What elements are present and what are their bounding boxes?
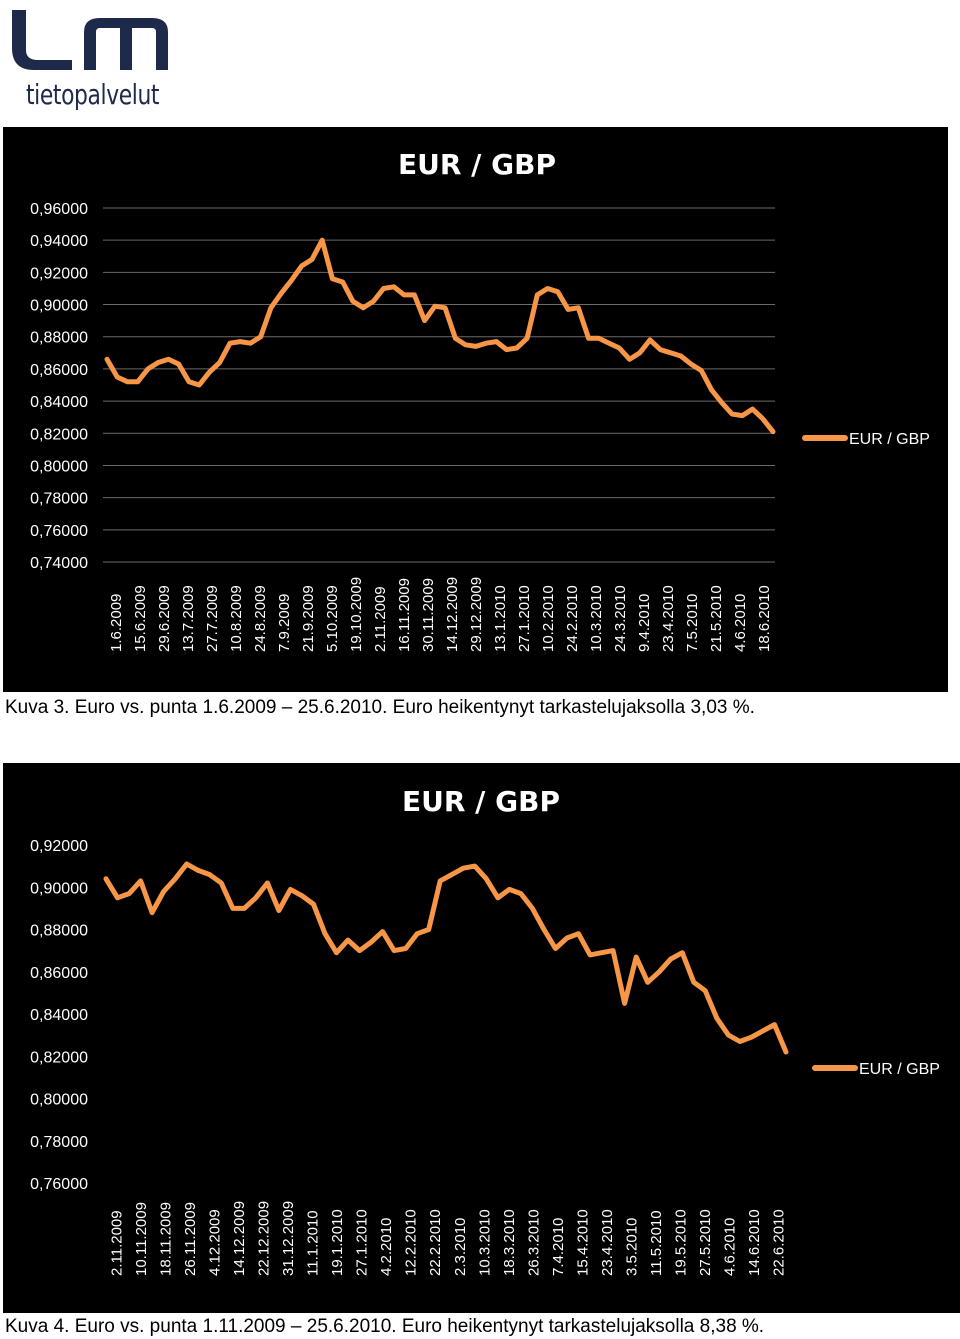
chart-2-y-tick-label: 0,80000 bbox=[30, 1092, 88, 1109]
chart-2-x-tick-label: 31.12.2009 bbox=[280, 1201, 297, 1276]
chart-1-x-tick-label: 24.8.2009 bbox=[252, 585, 269, 652]
eur-gbp-chart-1: EUR / GBP 0,96000 0,94000 0,92000 0,90000 0,8… bbox=[3, 127, 948, 692]
chart-1-x-tick-label: 9.4.2010 bbox=[636, 594, 653, 652]
chart-2-x-tick-label: 4.6.2010 bbox=[722, 1218, 739, 1276]
chart-2-series-line bbox=[103, 861, 789, 1055]
chart-2-caption: Kuva 4. Euro vs. punta 1.11.2009 – 25.6.… bbox=[5, 1316, 765, 1337]
chart-2-x-tick-label: 19.5.2010 bbox=[673, 1209, 690, 1276]
chart-1-x-tick-label: 27.7.2009 bbox=[204, 585, 221, 652]
chart-1-x-tick-label: 18.6.2010 bbox=[756, 585, 773, 652]
chart-1-x-tick-label: 21.9.2009 bbox=[300, 585, 317, 652]
chart-1-x-tick-label: 2.11.2009 bbox=[372, 586, 389, 652]
chart-1-x-tick-label: 30.11.2009 bbox=[420, 578, 437, 652]
chart-1-x-tick-label: 16.11.2009 bbox=[396, 578, 413, 652]
chart-2-y-tick-label: 0,90000 bbox=[30, 880, 88, 897]
chart-1-x-tick-label: 1.6.2009 bbox=[108, 594, 125, 652]
chart-1-x-tick-label: 10.2.2010 bbox=[540, 585, 557, 652]
chart-2-y-tick-label: 0,84000 bbox=[30, 1007, 88, 1024]
chart-2-y-tick-label: 0,88000 bbox=[30, 923, 88, 940]
chart-1-x-tick-label: 7.9.2009 bbox=[276, 594, 293, 652]
chart-1-y-tick-label: 0,90000 bbox=[30, 298, 88, 315]
chart-2-x-tick-label: 7.4.2010 bbox=[550, 1218, 567, 1276]
chart-1-x-tick-label: 7.5.2010 bbox=[684, 594, 701, 652]
chart-1-y-tick-label: 0,88000 bbox=[30, 330, 88, 347]
chart-2-y-tick-label: 0,86000 bbox=[30, 965, 88, 982]
chart-2-x-tick-label: 18.11.2009 bbox=[157, 1202, 174, 1276]
chart-1-x-tick-label: 5.10.2009 bbox=[324, 585, 341, 652]
chart-2-x-tick-label: 27.5.2010 bbox=[697, 1209, 714, 1276]
chart-2-x-tick-label: 2.11.2009 bbox=[108, 1210, 125, 1276]
chart-2-x-tick-label: 26.11.2009 bbox=[182, 1202, 199, 1276]
chart-2-x-tick-label: 15.4.2010 bbox=[574, 1209, 591, 1276]
chart-1-y-tick-label: 0,96000 bbox=[30, 201, 88, 218]
chart-2-x-tick-label: 22.6.2010 bbox=[771, 1209, 788, 1276]
chart-1-x-tick-label: 13.7.2009 bbox=[180, 585, 197, 652]
chart-1-y-tick-label: 0,76000 bbox=[30, 523, 88, 540]
chart-2-x-tick-label: 11.1.2010 bbox=[305, 1210, 322, 1276]
chart-1-x-tick-label: 27.1.2010 bbox=[516, 585, 533, 652]
chart-2-y-tick-label: 0,78000 bbox=[30, 1134, 88, 1151]
chart-2-x-tick-label: 10.3.2010 bbox=[476, 1209, 493, 1276]
chart-2-x-tick-label: 23.4.2010 bbox=[599, 1209, 616, 1276]
chart-1-y-tick-label: 0,86000 bbox=[30, 362, 88, 379]
chart-2-x-tick-label: 22.12.2009 bbox=[255, 1201, 272, 1276]
chart-1-x-tick-label: 15.6.2009 bbox=[132, 585, 149, 652]
chart-1-y-tick-label: 0,78000 bbox=[30, 491, 88, 508]
chart-1-y-tick-label: 0,94000 bbox=[30, 233, 88, 250]
chart-1-y-tick-label: 0,82000 bbox=[30, 426, 88, 443]
chart-2-x-tick-label: 3.5.2010 bbox=[624, 1218, 641, 1276]
chart-1-x-tick-label: 13.1.2010 bbox=[492, 585, 509, 652]
chart-1-legend-label: EUR / GBP bbox=[849, 431, 930, 448]
chart-2-legend-label: EUR / GBP bbox=[859, 1061, 940, 1078]
logo-wordmark: tietopalvelut bbox=[26, 78, 160, 111]
chart-2-x-tick-label: 18.3.2010 bbox=[501, 1209, 518, 1276]
lm-tietopalvelut-logo: tietopalvelut bbox=[10, 4, 180, 114]
chart-2-y-tick-label: 0,82000 bbox=[30, 1049, 88, 1066]
chart-2-x-tick-label: 11.5.2010 bbox=[648, 1210, 665, 1276]
chart-2-x-tick-label: 27.1.2010 bbox=[354, 1209, 371, 1276]
chart-1-x-tick-label: 10.3.2010 bbox=[588, 585, 605, 652]
chart-2-svg: EUR / GBP 0,92000 0,90000 0,88000 0,86000 0,8… bbox=[30, 785, 940, 1276]
chart-1-y-tick-label: 0,84000 bbox=[30, 394, 88, 411]
chart-1-x-tick-label: 24.2.2010 bbox=[564, 585, 581, 652]
chart-1-x-tick-label: 10.8.2009 bbox=[228, 585, 245, 652]
chart-2-x-tick-label: 14.6.2010 bbox=[746, 1209, 763, 1276]
chart-2-title: EUR / GBP bbox=[402, 785, 560, 818]
chart-2-x-tick-label: 4.12.2009 bbox=[206, 1209, 223, 1276]
chart-2-x-tick-label: 26.3.2010 bbox=[525, 1209, 542, 1276]
chart-2-x-tick-label: 2.3.2010 bbox=[452, 1218, 469, 1276]
chart-1-x-tick-label: 24.3.2010 bbox=[612, 585, 629, 652]
chart-1-x-tick-label: 4.6.2010 bbox=[732, 594, 749, 652]
chart-1-x-tick-label: 23.4.2010 bbox=[660, 585, 677, 652]
eur-gbp-chart-2: EUR / GBP 0,92000 0,90000 0,88000 0,86000 0,8… bbox=[3, 763, 960, 1313]
chart-2-y-tick-label: 0,76000 bbox=[30, 1176, 88, 1193]
chart-1-x-tick-label: 21.5.2010 bbox=[708, 585, 725, 652]
chart-2-x-tick-label: 10.11.2009 bbox=[133, 1202, 150, 1276]
chart-1-series-line bbox=[104, 237, 776, 435]
chart-1-x-tick-label: 29.12.2009 bbox=[468, 577, 485, 652]
chart-2-x-tick-label: 14.12.2009 bbox=[231, 1201, 248, 1276]
chart-2-x-tick-label: 12.2.2010 bbox=[403, 1209, 420, 1276]
chart-1-y-tick-label: 0,74000 bbox=[30, 555, 88, 572]
chart-1-x-tick-label: 29.6.2009 bbox=[156, 585, 173, 652]
lm-logo-mark bbox=[12, 10, 168, 70]
chart-2-x-tick-label: 22.2.2010 bbox=[427, 1209, 444, 1276]
chart-1-y-tick-label: 0,80000 bbox=[30, 458, 88, 475]
chart-2-x-tick-label: 19.1.2010 bbox=[329, 1209, 346, 1276]
chart-1-title: EUR / GBP bbox=[398, 148, 556, 181]
chart-2-x-tick-label: 4.2.2010 bbox=[378, 1218, 395, 1276]
chart-1-x-tick-label: 14.12.2009 bbox=[444, 577, 461, 652]
chart-2-y-tick-label: 0,92000 bbox=[30, 838, 88, 855]
chart-1-caption: Kuva 3. Euro vs. punta 1.6.2009 – 25.6.2… bbox=[5, 697, 755, 718]
chart-1-x-tick-label: 19.10.2009 bbox=[348, 577, 365, 652]
chart-1-svg: EUR / GBP 0,96000 0,94000 0,92000 0,90000 0,8… bbox=[30, 148, 930, 652]
chart-1-y-tick-label: 0,92000 bbox=[30, 265, 88, 282]
